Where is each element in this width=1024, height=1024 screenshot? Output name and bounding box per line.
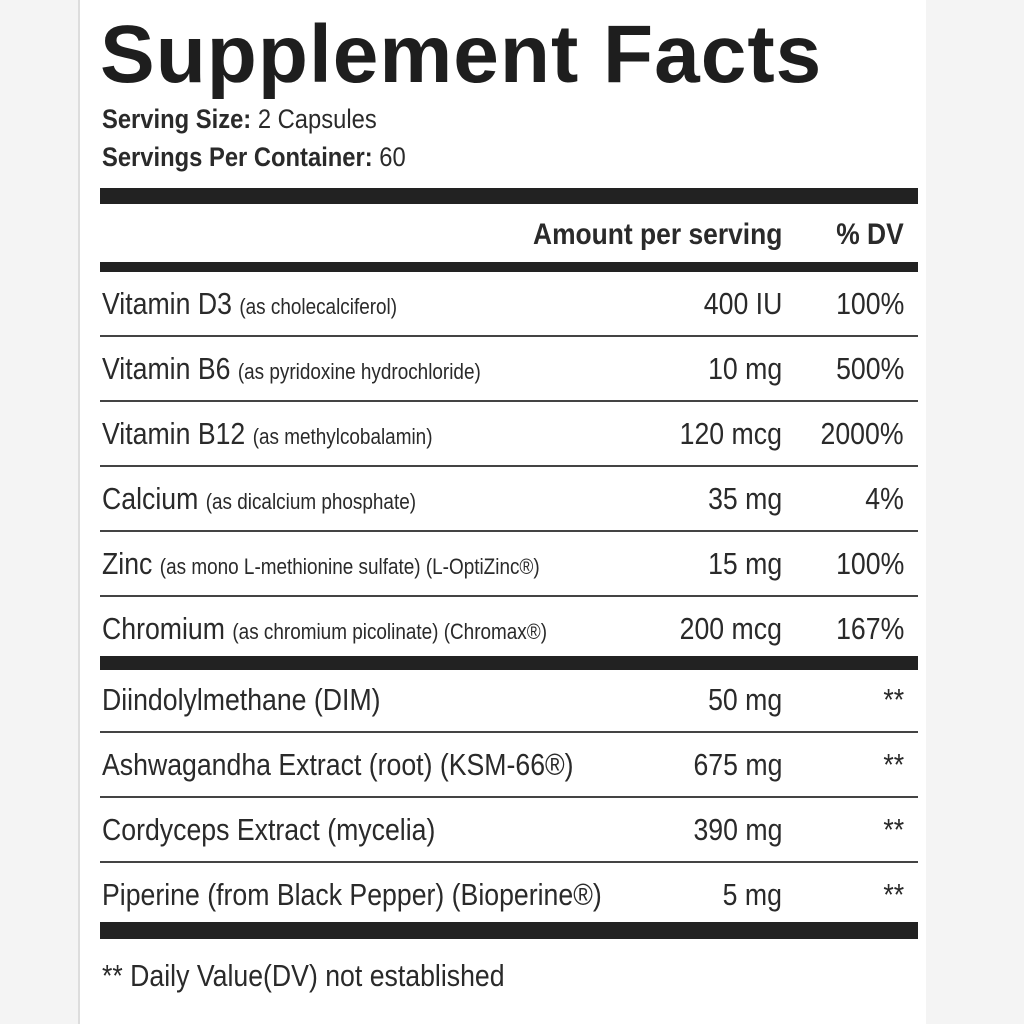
daily-value: ** <box>883 812 904 847</box>
daily-value: ** <box>883 747 904 782</box>
ingredient-name: Ashwagandha Extract (root) (KSM-66®) <box>102 747 574 782</box>
daily-value: 500% <box>835 351 904 386</box>
ingredient: Vitamin D3 (as cholecalciferol) <box>102 286 397 322</box>
thin-rule <box>100 595 918 597</box>
thick-rule <box>100 922 918 939</box>
ingredient: Cordyceps Extract (mycelia) <box>102 812 435 848</box>
ingredient: Zinc (as mono L-methionine sulfate) (L-O… <box>102 546 540 582</box>
medium-rule <box>100 262 918 272</box>
ingredient: Ashwagandha Extract (root) (KSM-66®) <box>102 747 574 783</box>
daily-value: 2000% <box>820 416 904 451</box>
ingredient-description: (as methylcobalamin) <box>252 424 433 449</box>
serving-size-value: 2 Capsules <box>257 104 377 134</box>
ingredient: Vitamin B6 (as pyridoxine hydrochloride) <box>102 351 481 387</box>
ingredient-description: (as chromium picolinate) (Chromax®) <box>232 619 548 644</box>
servings-per-container: Servings Per Container: 60 <box>102 142 406 173</box>
ingredient: Chromium (as chromium picolinate) (Chrom… <box>102 611 547 647</box>
ingredient-name: Zinc <box>102 546 153 581</box>
ingredient: Diindolylmethane (DIM) <box>102 682 381 718</box>
servings-label: Servings Per Container: <box>102 142 373 172</box>
servings-value: 60 <box>379 142 406 172</box>
thin-rule <box>100 400 918 402</box>
amount: 390 mg <box>693 812 782 847</box>
ingredient-description: (as cholecalciferol) <box>239 294 398 319</box>
ingredient-description: (as dicalcium phosphate) <box>205 489 417 514</box>
ingredient-name: Vitamin B6 <box>102 351 231 386</box>
thin-rule <box>100 796 918 798</box>
ingredient-name: Piperine (from Black Pepper) (Bioperine®… <box>102 877 602 912</box>
ingredient: Piperine (from Black Pepper) (Bioperine®… <box>102 877 602 913</box>
ingredient-name: Cordyceps Extract (mycelia) <box>102 812 436 847</box>
daily-value: 167% <box>835 611 904 646</box>
thin-rule <box>100 465 918 467</box>
daily-value: 4% <box>865 481 904 516</box>
serving-size-label: Serving Size: <box>102 104 252 134</box>
column-header: Amount per serving <box>532 218 782 251</box>
thin-rule <box>100 335 918 337</box>
thin-rule <box>100 530 918 532</box>
thick-rule <box>100 656 918 670</box>
thin-rule <box>100 861 918 863</box>
ingredient-description: (as pyridoxine hydrochloride) <box>237 359 481 384</box>
thin-rule <box>100 731 918 733</box>
ingredient-description: (as mono L-methionine sulfate) (L-OptiZi… <box>159 554 540 579</box>
daily-value: ** <box>883 877 904 912</box>
ingredient-name: Chromium <box>102 611 225 646</box>
supplement-label: Supplement Facts Serving Size: 2 Capsule… <box>78 0 926 1024</box>
amount: 120 mcg <box>679 416 782 451</box>
amount: 400 IU <box>703 286 782 321</box>
ingredient: Calcium (as dicalcium phosphate) <box>102 481 416 517</box>
column-header: % DV <box>836 218 904 251</box>
amount: 675 mg <box>693 747 782 782</box>
daily-value: ** <box>883 682 904 717</box>
amount: 50 mg <box>707 682 782 717</box>
serving-size: Serving Size: 2 Capsules <box>102 104 377 135</box>
ingredient-name: Diindolylmethane (DIM) <box>102 682 381 717</box>
ingredient-name: Calcium <box>102 481 199 516</box>
daily-value: 100% <box>835 286 904 321</box>
amount: 15 mg <box>707 546 782 581</box>
footnote: ** Daily Value(DV) not established <box>102 958 505 993</box>
amount: 10 mg <box>707 351 782 386</box>
amount: 200 mcg <box>679 611 782 646</box>
ingredient-name: Vitamin B12 <box>102 416 246 451</box>
ingredient-name: Vitamin D3 <box>102 286 232 321</box>
daily-value: 100% <box>835 546 904 581</box>
amount: 35 mg <box>707 481 782 516</box>
amount: 5 mg <box>722 877 782 912</box>
thick-rule <box>100 188 918 204</box>
title: Supplement Facts <box>100 9 823 100</box>
ingredient: Vitamin B12 (as methylcobalamin) <box>102 416 432 452</box>
